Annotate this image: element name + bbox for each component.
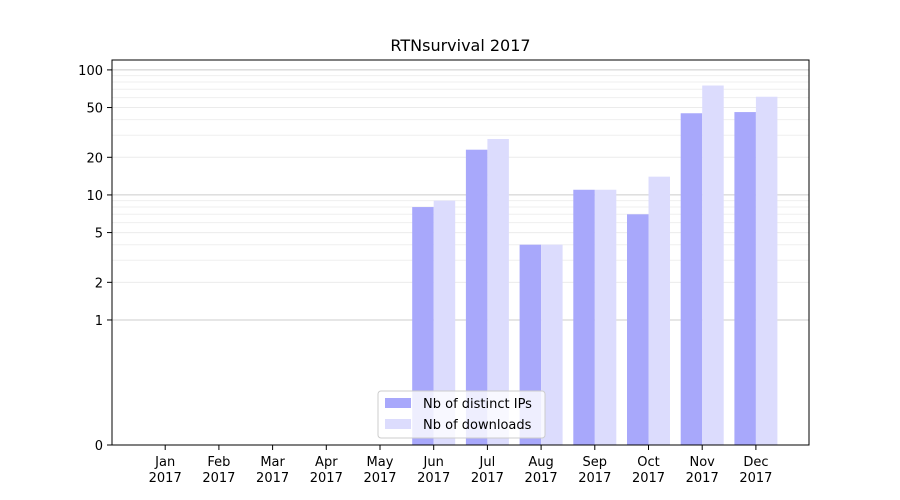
bar-downloads-nov: [702, 85, 724, 445]
bar-distinct-ips-jul: [465, 149, 488, 446]
x-tick-label-month: Feb: [207, 455, 230, 470]
bar-downloads-jul: [487, 139, 509, 445]
bar-downloads-jun: [433, 200, 456, 445]
bar-downloads-sep: [594, 189, 617, 445]
x-tick-label-month: Oct: [637, 455, 659, 470]
x-tick-label-year: 2017: [578, 471, 611, 486]
x-tick-label-year: 2017: [363, 471, 396, 486]
y-tick-label: 50: [86, 102, 103, 117]
plot-frame: [111, 59, 810, 446]
bar-distinct-ips-jun: [412, 207, 434, 445]
y-tick-label: 5: [95, 227, 103, 242]
y-tick-label: 0: [95, 439, 103, 454]
legend-swatch-distinct-ips: [385, 398, 411, 408]
bars: [412, 85, 778, 446]
legend-label-downloads: Nb of downloads: [423, 418, 532, 433]
bar-distinct-ips-dec: [734, 112, 756, 445]
legend-label-distinct-ips: Nb of distinct IPs: [423, 397, 532, 412]
y-tick-label: 1: [95, 314, 103, 329]
x-tick-label-year: 2017: [739, 471, 772, 486]
bar-downloads-oct: [648, 176, 670, 445]
legend-frame: [377, 390, 546, 439]
x-tick-label-year: 2017: [256, 471, 289, 486]
y-tick-label: 10: [86, 189, 103, 204]
bar-distinct-ips-oct: [627, 214, 649, 445]
bar-downloads-aug: [541, 244, 563, 445]
x-tick-label-year: 2017: [202, 471, 235, 486]
x-tick-label-month: Aug: [528, 455, 553, 470]
x-tick-label-month: Apr: [315, 455, 338, 470]
x-tick-label-month: Jun: [423, 455, 444, 470]
x-tick-label-year: 2017: [525, 471, 558, 486]
x-tick-label-month: Nov: [690, 455, 716, 470]
y-tick-label: 100: [78, 64, 103, 79]
x-tick-label-month: May: [367, 455, 394, 470]
x-tick-label-year: 2017: [471, 471, 504, 486]
x-tick-label-year: 2017: [632, 471, 665, 486]
chart-title: RTNsurvival 2017: [390, 36, 530, 55]
bar-distinct-ips-nov: [680, 113, 703, 445]
y-axis: 0 1 2 5 10 20 50 100: [78, 64, 112, 454]
legend: Nb of distinct IPs Nb of downloads: [377, 390, 546, 439]
x-tick-label-month: Jan: [154, 455, 175, 470]
x-tick-label-month: Dec: [743, 455, 768, 470]
legend-swatch-downloads: [385, 419, 411, 429]
bar-downloads-dec: [755, 96, 778, 445]
y-tick-label: 2: [95, 276, 103, 291]
x-tick-label-year: 2017: [686, 471, 719, 486]
x-tick-label-month: Mar: [260, 455, 285, 470]
bar-distinct-ips-sep: [573, 189, 595, 445]
x-tick-label-year: 2017: [417, 471, 450, 486]
x-axis: Jan2017Feb2017Mar2017Apr2017May2017Jun20…: [149, 445, 772, 486]
x-tick-label-year: 2017: [149, 471, 182, 486]
y-tick-label: 20: [86, 151, 103, 166]
x-tick-label-month: Jul: [479, 455, 496, 470]
x-tick-label-month: Sep: [583, 455, 608, 470]
x-tick-label-year: 2017: [310, 471, 343, 486]
